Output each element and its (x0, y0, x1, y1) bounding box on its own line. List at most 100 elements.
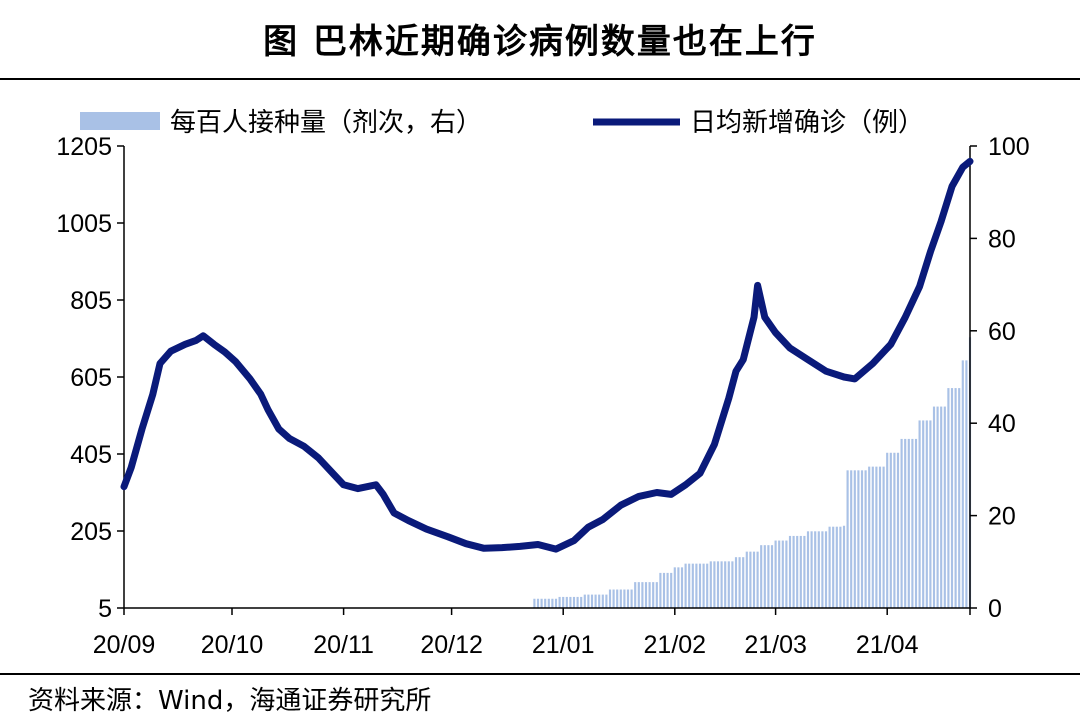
vaccination-bar (947, 388, 950, 608)
left-tick-label: 205 (70, 518, 112, 546)
vaccination-bar (936, 406, 939, 608)
chart-title: 图 巴林近期确诊病例数量也在上行 (263, 22, 817, 62)
right-tick-label: 60 (988, 318, 1016, 346)
vaccination-bar (540, 598, 543, 608)
vaccination-bar (580, 596, 583, 608)
right-tick-label: 40 (988, 410, 1016, 438)
vaccination-bar (810, 531, 813, 608)
vaccination-bar (594, 594, 597, 608)
vaccination-bar (904, 438, 907, 608)
vaccination-bar (641, 582, 644, 608)
vaccination-bar (576, 596, 579, 608)
vaccination-bar (544, 598, 547, 608)
left-tick-label: 605 (70, 364, 112, 392)
vaccination-bar (724, 561, 727, 608)
vaccination-bar (626, 589, 630, 608)
legend-bar-label: 每百人接种量（剂次，右） (170, 108, 482, 138)
vaccination-bar (655, 582, 658, 608)
right-tick-label: 20 (988, 503, 1016, 531)
vaccination-bar (605, 594, 608, 608)
vaccination-bar (853, 470, 856, 608)
vaccination-bar (688, 563, 691, 608)
vaccination-bar (875, 466, 878, 608)
vaccination-bar (608, 589, 612, 608)
vaccination-bar (684, 563, 687, 608)
vaccination-bar (792, 535, 795, 608)
vaccination-bar (547, 598, 550, 608)
chart-legend: 每百人接种量（剂次，右） 日均新增确诊（例） (80, 108, 924, 138)
vaccination-bar (922, 420, 925, 608)
vaccination-bar (756, 551, 759, 608)
left-tick-label: 5 (98, 595, 112, 623)
vaccination-bar (673, 567, 676, 608)
vaccination-bar (691, 563, 694, 608)
vaccination-bar (680, 567, 684, 608)
vaccination-bar (623, 589, 626, 608)
vaccination-bar (965, 360, 968, 608)
vaccination-bar (814, 531, 817, 608)
vaccination-bar (893, 452, 896, 608)
vaccination-bar (709, 561, 712, 608)
vaccination-bar (886, 452, 889, 608)
vaccination-bar (860, 470, 864, 608)
vaccination-bar (925, 420, 928, 608)
vaccination-bar (558, 596, 561, 608)
vaccination-bar (713, 561, 716, 608)
vaccination-bar (896, 452, 900, 608)
vaccination-bar (612, 589, 615, 608)
vaccination-bars (533, 337, 972, 608)
vaccination-bar (864, 470, 867, 608)
vaccination-bar (806, 531, 810, 608)
vaccination-bar (778, 540, 781, 608)
vaccination-bar (828, 526, 831, 608)
vaccination-bar (832, 526, 835, 608)
vaccination-bar (702, 563, 705, 608)
vaccination-bar (601, 594, 604, 608)
vaccination-bar (677, 567, 680, 608)
vaccination-bar (670, 572, 673, 608)
left-tick-label: 805 (70, 287, 112, 315)
vaccination-bar (914, 438, 918, 608)
vaccination-bar (954, 388, 957, 608)
vaccination-bar (734, 557, 738, 608)
vaccination-bar (842, 525, 846, 608)
vaccination-bar (835, 526, 838, 608)
vaccination-bar (554, 598, 558, 608)
vaccination-bar (720, 561, 723, 608)
vaccination-bar (943, 406, 946, 608)
vaccination-bar (817, 531, 820, 608)
vaccination-bar (932, 406, 936, 608)
x-tick-label: 21/03 (744, 631, 807, 659)
daily-cases-line (120, 157, 974, 553)
vaccination-bar (551, 598, 554, 608)
vaccination-bar (745, 551, 748, 608)
right-tick-label: 80 (988, 225, 1016, 253)
vaccination-bar (907, 438, 910, 608)
legend-bar-swatch (80, 112, 160, 130)
vaccination-bar (821, 531, 824, 608)
vaccination-bar (752, 551, 756, 608)
vaccination-bar (749, 551, 752, 608)
vaccination-bar (868, 466, 871, 608)
vaccination-bar (799, 535, 802, 608)
left-tick-label: 405 (70, 441, 112, 469)
x-tick-label: 21/04 (856, 631, 919, 659)
vaccination-bar (662, 572, 666, 608)
vaccination-bar (644, 582, 648, 608)
x-tick-label: 21/02 (644, 631, 707, 659)
vaccination-bar (961, 360, 964, 608)
vaccination-bar (767, 545, 770, 608)
x-tick-label: 20/10 (201, 631, 264, 659)
vaccination-bar (590, 594, 594, 608)
vaccination-bar (940, 406, 943, 608)
vaccination-bar (698, 563, 702, 608)
vaccination-bar (850, 470, 853, 608)
vaccination-bar (565, 596, 568, 608)
vaccination-bar (583, 594, 586, 608)
legend-line-label: 日均新增确诊（例） (690, 108, 924, 138)
vaccination-bar (781, 540, 784, 608)
vaccination-bar (742, 557, 745, 608)
vaccination-bar (533, 598, 536, 608)
vaccination-bar (788, 535, 792, 608)
vaccination-bar (536, 598, 540, 608)
